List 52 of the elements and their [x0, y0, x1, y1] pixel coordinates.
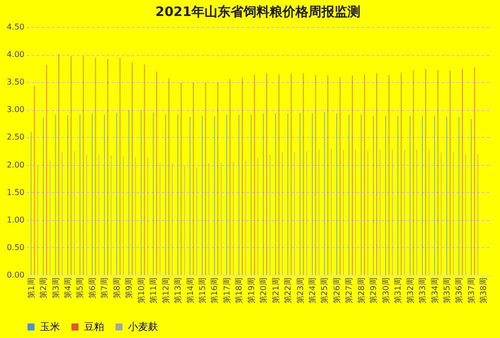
y-tick-label: 2.50	[6, 132, 24, 142]
x-tick-label: 第14周	[186, 278, 195, 304]
x-tick-label: 第10周	[136, 278, 146, 304]
x-tick-label: 第34周	[430, 278, 440, 304]
y-tick-label: 0.00	[6, 270, 24, 280]
x-tick-label: 第33周	[418, 278, 428, 304]
x-tick-label: 第22周	[284, 278, 293, 304]
legend-label: 小麦麸	[128, 321, 158, 333]
x-tick-label: 第29周	[369, 278, 378, 304]
x-tick-label: 第3周	[51, 278, 60, 299]
chart-title: 2021年山东省饲料粮价格周报监测	[155, 4, 361, 20]
legend-label: 豆粕	[84, 322, 104, 333]
x-tick-label: 第30周	[381, 278, 390, 304]
x-tick-label: 第36周	[454, 278, 464, 304]
x-tick-label: 第20周	[259, 278, 268, 304]
y-tick-label: 3.50	[6, 78, 24, 87]
y-tick-label: 4.50	[6, 22, 24, 32]
x-tick-label: 第19周	[246, 278, 256, 304]
x-tick-label: 第18周	[234, 278, 244, 304]
x-tick-label: 第32周	[406, 278, 415, 304]
x-tick-label: 第31周	[394, 278, 403, 304]
x-tick-label: 第25周	[320, 278, 330, 304]
x-tick-label: 第26周	[332, 278, 342, 304]
x-tick-label: 第24周	[308, 278, 318, 304]
x-tick-label: 第37周	[466, 278, 476, 304]
y-tick-label: 2.00	[6, 160, 24, 170]
y-tick-label: 4.00	[6, 50, 24, 60]
x-tick-label: 第2周	[39, 278, 48, 299]
x-tick-label: 第13周	[174, 278, 183, 304]
x-tick-label: 第6周	[88, 278, 97, 299]
x-tick-label: 第11周	[149, 278, 158, 304]
x-tick-label: 第5周	[76, 278, 85, 299]
y-tick-label: 3.00	[6, 105, 24, 114]
x-tick-label: 第15周	[198, 278, 207, 304]
legend-label: 玉米	[40, 321, 60, 333]
x-tick-label: 第4周	[63, 278, 72, 299]
x-tick-label: 第16周	[210, 278, 220, 304]
x-tick-label: 第27周	[344, 278, 354, 304]
y-tick-label: 1.50	[6, 188, 24, 197]
x-tick-label: 第17周	[222, 278, 232, 304]
x-tick-label: 第21周	[271, 278, 280, 304]
y-tick-label: 0.50	[6, 242, 24, 252]
x-tick-label: 第38周	[479, 278, 488, 304]
x-tick-label: 第35周	[442, 278, 452, 304]
x-tick-label: 第1周	[26, 278, 36, 299]
x-tick-label: 第28周	[356, 278, 366, 304]
x-tick-label: 第12周	[161, 278, 170, 304]
x-tick-label: 第8周	[112, 278, 122, 299]
x-tick-label: 第23周	[296, 278, 305, 304]
x-tick-label: 第9周	[124, 278, 134, 299]
y-tick-label: 1.00	[6, 215, 24, 224]
x-tick-label: 第7周	[100, 278, 110, 299]
